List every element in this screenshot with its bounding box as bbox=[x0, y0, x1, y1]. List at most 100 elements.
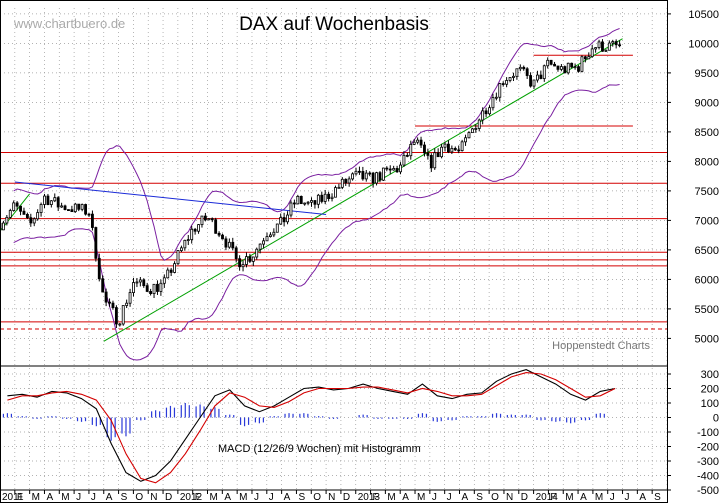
candle bbox=[358, 170, 361, 173]
candle bbox=[121, 305, 125, 325]
candle bbox=[583, 56, 587, 60]
candle bbox=[25, 213, 29, 219]
candle bbox=[224, 238, 228, 248]
y-tick-label: 6000 bbox=[695, 274, 719, 286]
candle bbox=[563, 66, 567, 74]
x-tick-label: 2013 bbox=[358, 492, 381, 503]
y-tick-label: 10000 bbox=[688, 38, 719, 50]
candle bbox=[292, 202, 296, 205]
candle bbox=[114, 307, 118, 325]
candle bbox=[518, 66, 522, 70]
x-tick-label: A bbox=[402, 492, 409, 503]
y-tick-label: 10500 bbox=[688, 9, 719, 21]
x-tick-label: J bbox=[447, 492, 452, 503]
x-tick-label: N bbox=[328, 492, 335, 503]
x-tick-label: M bbox=[565, 492, 573, 503]
candle bbox=[553, 63, 556, 67]
y-tick-label: 5500 bbox=[695, 304, 719, 316]
candle bbox=[378, 172, 382, 181]
y-tick-label: 6500 bbox=[695, 245, 719, 257]
x-tick-label: N bbox=[506, 492, 513, 503]
candle bbox=[310, 200, 313, 203]
candle bbox=[241, 264, 245, 268]
candle bbox=[272, 231, 276, 236]
candle bbox=[347, 178, 351, 184]
candle bbox=[197, 224, 200, 232]
x-tick-label: 2014 bbox=[536, 492, 559, 503]
candle bbox=[614, 41, 618, 46]
candle bbox=[512, 75, 515, 78]
candle bbox=[477, 119, 481, 129]
candle bbox=[440, 146, 444, 158]
x-tick-label: A bbox=[580, 492, 587, 503]
x-tick-label: S bbox=[121, 492, 128, 503]
x-tick-label: N bbox=[150, 492, 157, 503]
candle bbox=[529, 75, 533, 87]
x-tick-label: A bbox=[639, 492, 646, 503]
candle bbox=[419, 139, 423, 146]
candle bbox=[36, 212, 40, 220]
candle bbox=[587, 56, 591, 60]
candle bbox=[450, 148, 454, 153]
candle bbox=[248, 256, 252, 262]
x-tick-label: S bbox=[298, 492, 305, 503]
candle bbox=[29, 217, 33, 224]
x-tick-label: 2012 bbox=[180, 492, 203, 503]
macd-series bbox=[7, 369, 616, 482]
candle bbox=[577, 66, 580, 72]
candle bbox=[159, 282, 163, 292]
candle bbox=[166, 269, 170, 279]
grid bbox=[0, 8, 668, 491]
candle bbox=[77, 203, 81, 210]
candle bbox=[53, 197, 57, 202]
candle bbox=[296, 195, 300, 205]
horizontal-lines bbox=[0, 54, 667, 330]
candle bbox=[43, 195, 46, 205]
candle bbox=[162, 277, 166, 284]
osc-tick-label: -100 bbox=[697, 427, 719, 439]
candle bbox=[125, 302, 129, 306]
candle bbox=[111, 302, 115, 308]
candle bbox=[327, 193, 331, 199]
candle bbox=[368, 172, 372, 175]
x-tick-label: J bbox=[76, 492, 81, 503]
candle bbox=[169, 269, 173, 273]
x-tick-label: M bbox=[61, 492, 69, 503]
x-tick-label: 2011 bbox=[2, 492, 24, 503]
candle bbox=[73, 203, 77, 213]
candle bbox=[607, 42, 611, 51]
x-tick-label: J bbox=[432, 492, 437, 503]
candle bbox=[22, 210, 26, 215]
x-tick-label: S bbox=[476, 492, 483, 503]
candle bbox=[498, 83, 502, 98]
candle bbox=[457, 149, 461, 152]
candle bbox=[255, 248, 259, 258]
osc-tick-label: -200 bbox=[697, 442, 719, 454]
x-tick-label: J bbox=[625, 492, 630, 503]
candle bbox=[203, 215, 207, 221]
candle bbox=[173, 263, 177, 273]
trendline bbox=[14, 181, 327, 215]
candle bbox=[251, 256, 255, 262]
osc-tick-label: -400 bbox=[697, 471, 719, 483]
candle bbox=[142, 279, 146, 287]
candle bbox=[549, 59, 553, 65]
candle bbox=[8, 210, 12, 218]
osc-tick-label: -500 bbox=[697, 485, 719, 497]
candle bbox=[186, 239, 190, 242]
candle bbox=[505, 80, 509, 85]
candle bbox=[67, 209, 70, 212]
candle bbox=[364, 172, 368, 180]
bollinger-lower bbox=[13, 84, 620, 361]
macd-lines bbox=[7, 369, 616, 484]
candle bbox=[354, 170, 358, 175]
candle bbox=[282, 217, 286, 223]
candle bbox=[128, 292, 132, 304]
x-tick-label: O bbox=[491, 492, 499, 503]
candle bbox=[210, 218, 214, 221]
x-tick-label: M bbox=[239, 492, 247, 503]
candle bbox=[217, 232, 221, 236]
candle bbox=[299, 195, 303, 205]
x-tick-label: M bbox=[210, 492, 218, 503]
